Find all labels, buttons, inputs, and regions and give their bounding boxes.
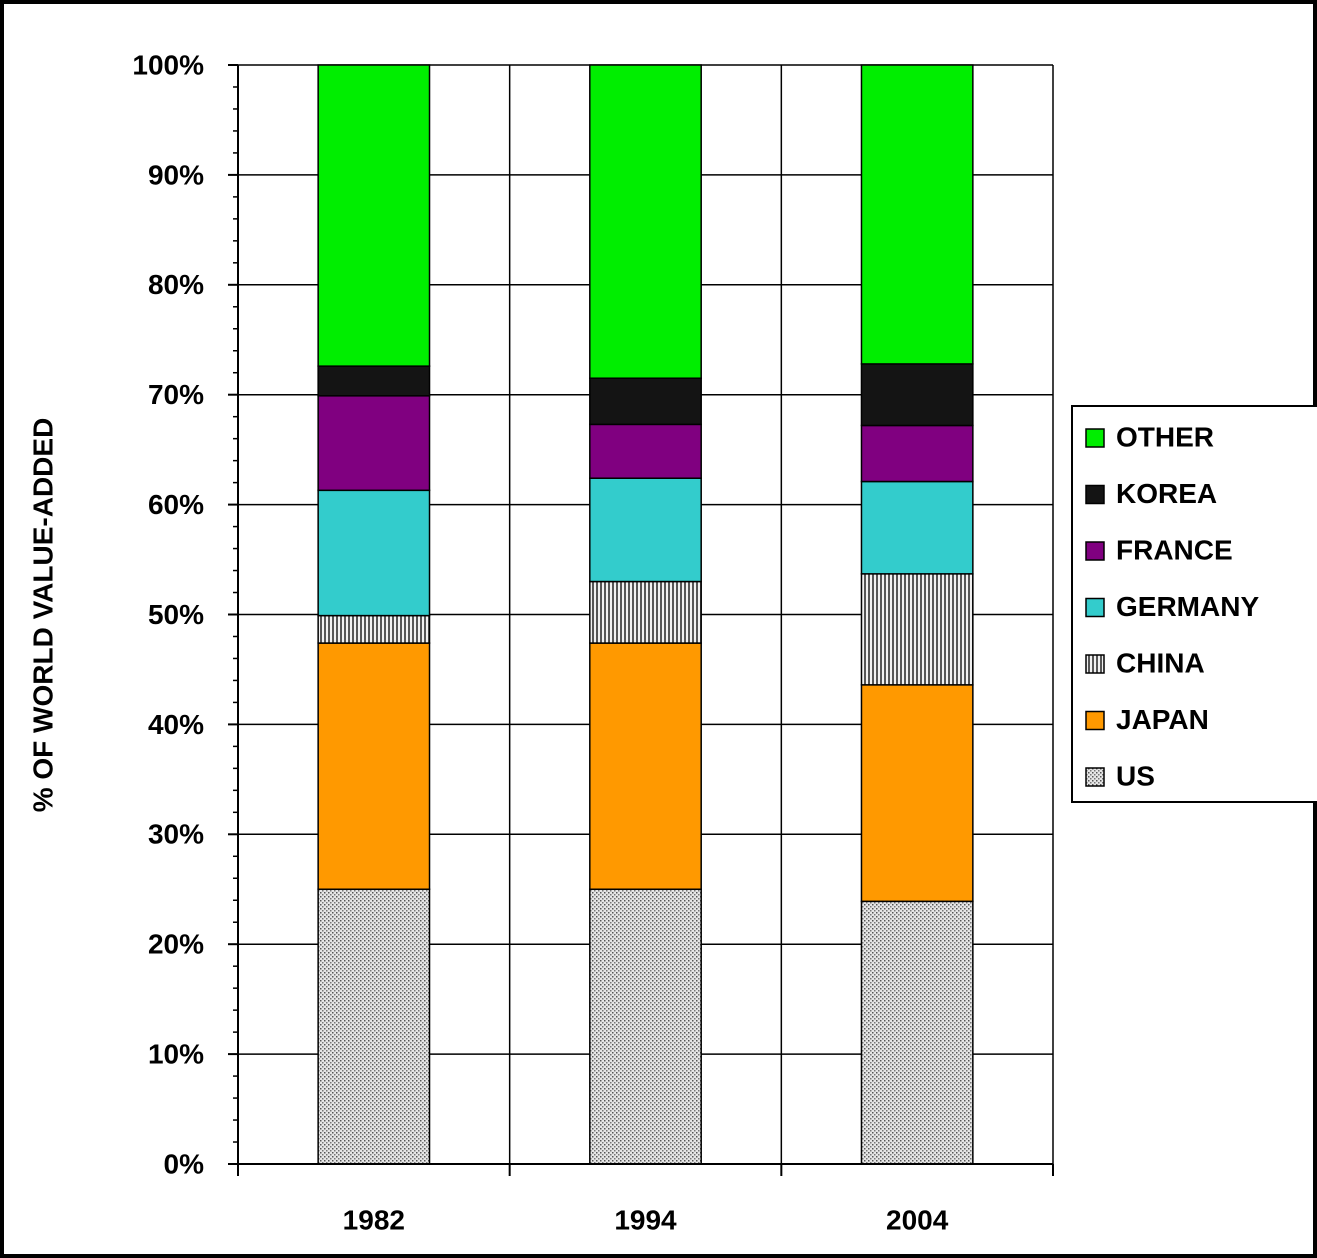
y-tick-label: 100%	[132, 49, 204, 80]
bar-segment	[589, 888, 702, 1165]
bar-segment	[860, 480, 974, 575]
legend-swatch	[1085, 597, 1105, 618]
legend-swatch	[1085, 484, 1105, 505]
legend-swatch	[1085, 428, 1105, 448]
x-tick-label: 2004	[886, 1204, 949, 1235]
y-tick-label: 70%	[148, 379, 204, 410]
y-tick-label: 0%	[164, 1148, 205, 1179]
bar-segment	[589, 580, 702, 644]
legend-label: OTHER	[1116, 421, 1214, 452]
bar-segment	[317, 64, 431, 367]
legend-label: CHINA	[1116, 647, 1205, 678]
bar-segment	[860, 573, 974, 686]
x-tick-label: 1982	[343, 1204, 405, 1235]
legend-swatch	[1085, 710, 1105, 731]
legend-box	[1071, 405, 1317, 803]
bar-segment	[589, 377, 702, 426]
bar-segment	[589, 477, 702, 583]
legend-label: US	[1116, 760, 1155, 791]
y-tick-label: 30%	[148, 819, 204, 850]
y-tick-label: 20%	[148, 929, 204, 960]
legend-label: KOREA	[1116, 478, 1217, 509]
bar-segment	[317, 888, 431, 1165]
legend-swatch	[1085, 654, 1105, 674]
y-axis-label: % OF WORLD VALUE-ADDED	[27, 418, 58, 813]
bar-segment	[317, 489, 431, 617]
bar-segment	[589, 642, 702, 890]
y-tick-label: 80%	[148, 269, 204, 300]
y-tick-label: 10%	[148, 1038, 204, 1069]
y-tick-label: 50%	[148, 599, 204, 630]
bar-segment	[860, 684, 974, 903]
bar-segment	[317, 614, 431, 644]
legend-label: JAPAN	[1116, 704, 1209, 735]
y-tick-label: 40%	[148, 709, 204, 740]
y-tick-label: 60%	[148, 489, 204, 520]
bar-segment	[860, 64, 974, 365]
bar-segment	[860, 363, 974, 427]
legend-swatch	[1085, 541, 1105, 561]
x-tick-label: 1994	[614, 1204, 677, 1235]
legend-label: FRANCE	[1116, 534, 1233, 565]
bar-segment	[860, 900, 974, 1165]
legend-swatch	[1085, 767, 1105, 787]
y-tick-label: 90%	[148, 159, 204, 190]
bar-segment	[589, 423, 702, 479]
bar-segment	[589, 64, 702, 379]
bar-segment	[317, 365, 431, 397]
bar-segment	[860, 424, 974, 483]
bar-segment	[317, 642, 431, 890]
bar-segment	[317, 395, 431, 492]
legend-label: GERMANY	[1116, 591, 1259, 622]
